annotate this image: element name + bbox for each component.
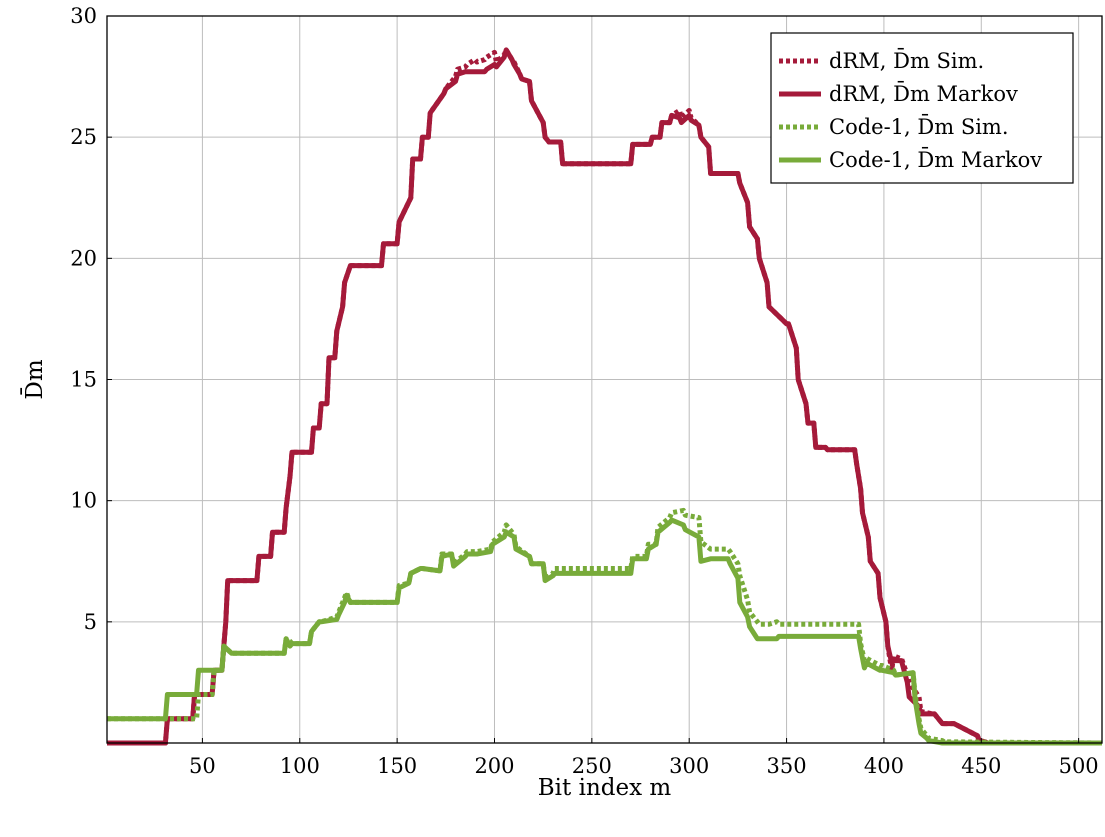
x-tick-label: 50 [189,754,216,778]
x-tick-label: 300 [669,754,709,778]
series-line [107,517,1102,746]
x-tick-label: 200 [474,754,514,778]
y-tick-label: 15 [70,368,97,392]
legend: dRM, D̄m Sim. dRM, D̄m Markov Code-1, D̄m … [770,32,1074,184]
x-tick-label: 500 [1059,754,1099,778]
y-tick-label: 30 [70,4,97,28]
y-axis-ticks: 5 10 15 20 25 30 [70,4,112,634]
y-axis-label: D̄m [21,359,48,399]
y-tick-label: 5 [84,610,97,634]
legend-box [770,32,1074,184]
x-tick-label: 250 [572,754,612,778]
grid [107,15,1102,743]
legend-label: Code-1, D̄m Markov [829,147,1042,172]
x-tick-label: 450 [961,754,1001,778]
x-axis-label: Bit index m [538,775,672,801]
series-line [107,47,1102,746]
series-layer [107,47,1103,746]
series-line [107,507,1103,746]
x-axis-ticks: 50 100 150 200 250 300 350 400 450 500 [189,738,1099,778]
x-tick-label: 350 [767,754,807,778]
x-tick-label: 400 [864,754,904,778]
x-tick-label: 100 [280,754,320,778]
x-tick-label: 150 [377,754,417,778]
legend-label: dRM, D̄m Markov [829,81,1018,106]
legend-label: dRM, D̄m Sim. [829,48,984,73]
legend-label: Code-1, D̄m Sim. [829,114,1009,139]
y-tick-label: 10 [70,489,97,513]
y-tick-label: 25 [70,125,97,149]
y-tick-label: 20 [70,246,97,270]
